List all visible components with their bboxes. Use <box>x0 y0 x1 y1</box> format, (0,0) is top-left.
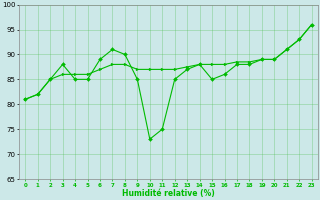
X-axis label: Humidité relative (%): Humidité relative (%) <box>122 189 215 198</box>
